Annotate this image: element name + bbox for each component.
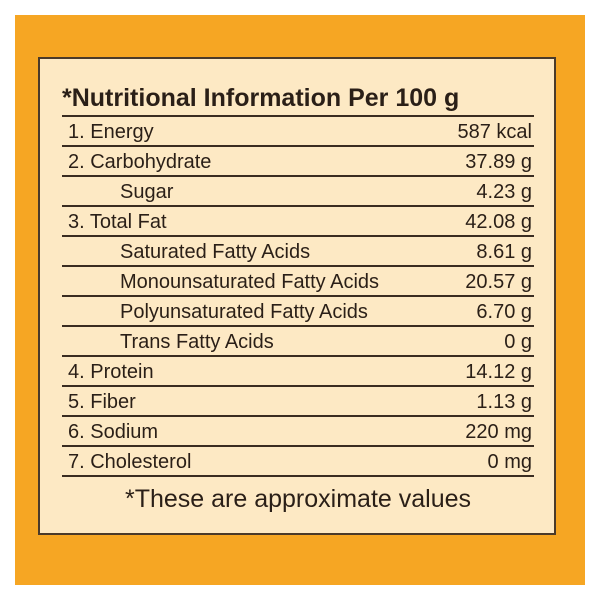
row-label: 6. Sodium bbox=[68, 421, 159, 443]
row: 2. Carbohydrate 37.89 g bbox=[62, 147, 534, 177]
sub-row: Sugar 4.23 g bbox=[62, 177, 534, 207]
row: 1. Energy 587 kcal bbox=[62, 117, 534, 147]
row-label: Trans Fatty Acids bbox=[120, 331, 274, 353]
sub-row: Monounsaturated Fatty Acids 20.57 g bbox=[62, 267, 534, 297]
row-label: Sugar bbox=[120, 181, 174, 203]
row-value: 42.08 g bbox=[465, 211, 532, 233]
row: 7. Cholesterol 0 mg bbox=[62, 447, 534, 477]
row-label: 5. Fiber bbox=[68, 391, 136, 413]
row-label: 4. Protein bbox=[68, 361, 154, 383]
row-value: 8.61 g bbox=[476, 241, 532, 263]
row-label: Polyunsaturated Fatty Acids bbox=[120, 301, 368, 323]
footnote: *These are approximate values bbox=[124, 485, 472, 513]
row-value: 14.12 g bbox=[465, 361, 532, 383]
row: 6. Sodium 220 mg bbox=[62, 417, 534, 447]
row-label: Monounsaturated Fatty Acids bbox=[120, 271, 380, 293]
row-value: 1.13 g bbox=[476, 391, 532, 413]
row-value: 220 mg bbox=[465, 421, 532, 443]
nutrition-panel: *Nutritional Information Per 100 g 1. En… bbox=[38, 57, 556, 535]
row-value: 4.23 g bbox=[476, 181, 532, 203]
row-label: 1. Energy bbox=[68, 121, 154, 143]
row: 3. Total Fat 42.08 g bbox=[62, 207, 534, 237]
nutrition-table: *Nutritional Information Per 100 g 1. En… bbox=[62, 81, 534, 514]
row-value: 37.89 g bbox=[465, 151, 532, 173]
row: 4. Protein 14.12 g bbox=[62, 357, 534, 387]
row-label: 7. Cholesterol bbox=[68, 451, 192, 473]
rows: 1. Energy 587 kcal 2. Carbohydrate 37.89 g S… bbox=[62, 117, 534, 477]
row-label: 2. Carbohydrate bbox=[68, 151, 212, 173]
row-value: 20.57 g bbox=[465, 271, 532, 293]
row-label: 3. Total Fat bbox=[68, 211, 167, 233]
sub-row: Trans Fatty Acids 0 g bbox=[62, 327, 534, 357]
row: 5. Fiber 1.13 g bbox=[62, 387, 534, 417]
table-title: *Nutritional Information Per 100 g bbox=[62, 81, 534, 117]
sub-row: Polyunsaturated Fatty Acids 6.70 g bbox=[62, 297, 534, 327]
sub-row: Saturated Fatty Acids 8.61 g bbox=[62, 237, 534, 267]
row-value: 587 kcal bbox=[457, 121, 533, 143]
row-value: 0 g bbox=[504, 331, 532, 353]
row-value: 0 mg bbox=[487, 451, 532, 473]
row-value: 6.70 g bbox=[476, 301, 532, 323]
row-label: Saturated Fatty Acids bbox=[120, 241, 311, 263]
